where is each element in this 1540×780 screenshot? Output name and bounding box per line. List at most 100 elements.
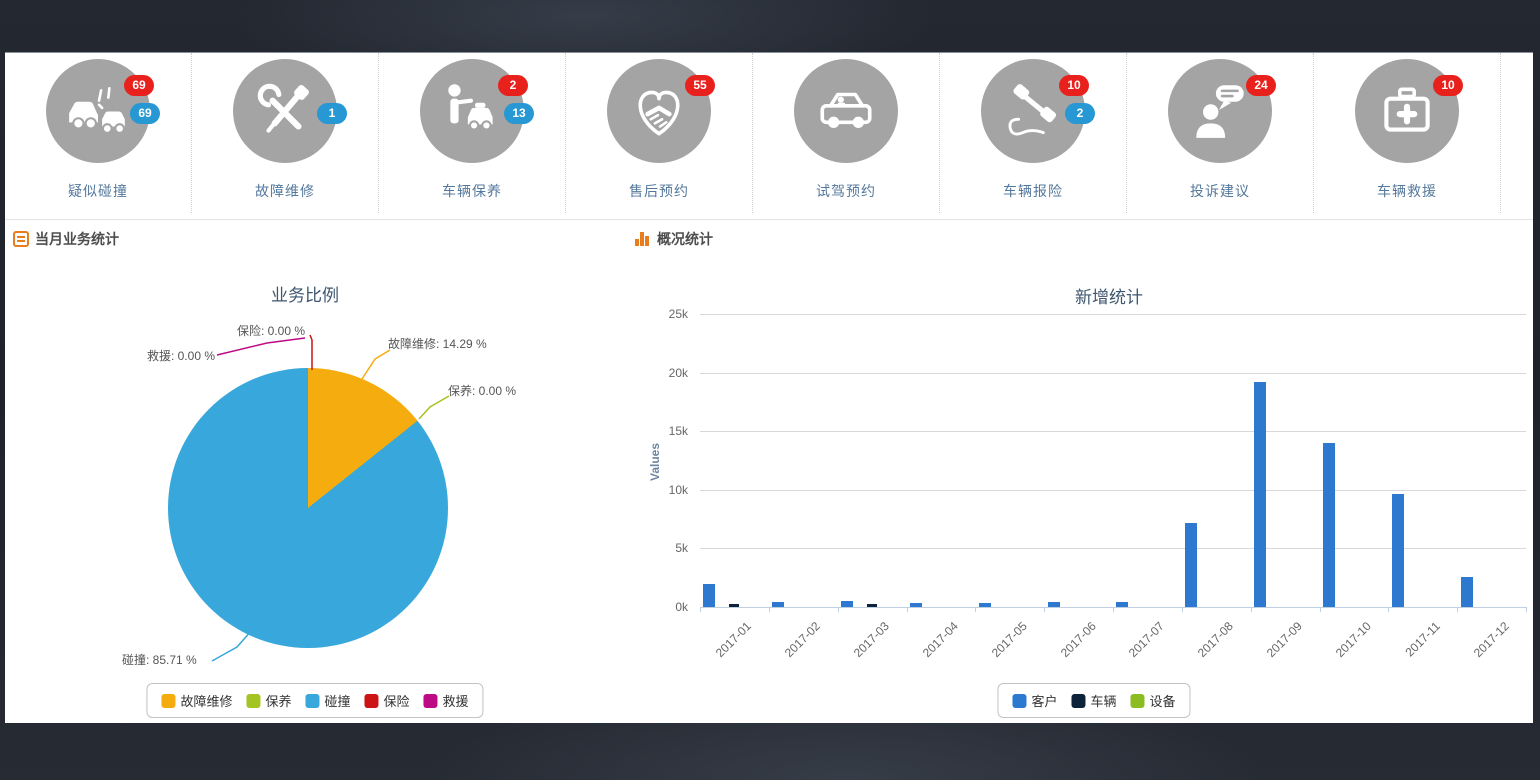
gridline [700, 548, 1526, 550]
x-tick [1181, 607, 1183, 612]
legend-item-保养[interactable]: 保养 [246, 691, 291, 710]
legend-item-故障维修[interactable]: 故障维修 [161, 691, 232, 710]
bar-客户-2017-03[interactable] [841, 601, 854, 607]
y-tick-label: 5k [675, 541, 688, 556]
service-item-label: 疑似碰撞 [68, 183, 128, 199]
pie-data-label-rescue: 救援: 0.00 % [146, 349, 215, 363]
service-item-label: 车辆保养 [442, 183, 502, 199]
legend-item-车辆[interactable]: 车辆 [1071, 691, 1117, 710]
x-tick [1388, 607, 1390, 612]
overview-stats-title: 概况统计 [657, 231, 713, 247]
x-tick-label: 2017-12 [1470, 619, 1512, 661]
red-count-badge: 24 [1246, 75, 1276, 96]
y-tick-label: 25k [668, 307, 688, 321]
legend-label: 设备 [1149, 694, 1176, 709]
red-count-badge: 10 [1059, 75, 1089, 96]
legend-item-救援[interactable]: 救援 [423, 691, 469, 710]
x-tick [1457, 607, 1459, 612]
pie-data-label-insurance: 保险: 0.00 % [236, 324, 305, 338]
x-tick [768, 607, 770, 612]
section-divider [5, 219, 1533, 220]
x-tick [837, 607, 839, 612]
x-tick-label: 2017-04 [919, 619, 961, 661]
pie-data-label-collision: 碰撞: 85.71 % [122, 653, 197, 667]
legend-color-chip [1012, 693, 1027, 708]
legend-item-设备[interactable]: 设备 [1130, 691, 1176, 710]
legend-label: 碰撞 [324, 694, 351, 709]
service-item-疑似碰撞[interactable]: 69 69 疑似碰撞 [5, 53, 192, 213]
legend-color-chip [305, 693, 320, 708]
service-item-故障维修[interactable]: 1 故障维修 [192, 53, 379, 213]
overview-stats-header: 概况统计 [635, 229, 713, 249]
legend-item-保险[interactable]: 保险 [364, 691, 410, 710]
pie-data-label-repair: 故障维修: 14.29 % [388, 337, 487, 351]
service-item-车辆救援[interactable]: 10 车辆救援 [1314, 53, 1501, 213]
service-item-车辆保养[interactable]: 2 13 车辆保养 [379, 53, 566, 213]
bar-chart-icon [635, 232, 651, 246]
x-tick-label: 2017-10 [1332, 619, 1374, 661]
service-icons-row: 69 69 疑似碰撞 1 故障维修 2 13 车辆保养 55 售后预约 试驾预约 10 2 车辆… [5, 53, 1533, 219]
x-tick-label: 2017-08 [1195, 619, 1237, 661]
service-item-label: 投诉建议 [1190, 183, 1250, 199]
x-tick-label: 2017-07 [1126, 619, 1168, 661]
service-item-售后预约[interactable]: 55 售后预约 [566, 53, 753, 213]
pie-data-label-maintenance: 保养: 0.00 % [448, 384, 517, 398]
calendar-icon [13, 231, 29, 247]
legend-label: 保养 [265, 694, 292, 709]
bar-客户-2017-10[interactable] [1322, 442, 1335, 607]
gridline [700, 489, 1526, 491]
x-tick-label: 2017-05 [988, 619, 1030, 661]
y-tick-label: 10k [668, 482, 688, 497]
test-drive-icon[interactable] [794, 59, 898, 163]
legend-color-chip [1071, 693, 1086, 708]
legend-item-客户[interactable]: 客户 [1012, 691, 1057, 710]
bar-车辆-2017-03[interactable] [867, 604, 878, 607]
red-count-badge: 10 [1433, 75, 1463, 96]
monthly-business-title: 当月业务统计 [35, 231, 119, 247]
handshake-icon[interactable] [607, 59, 711, 163]
business-ratio-chart: 业务比例 故障维修: 14.29 % 保养: 0.00 % 碰撞: 85.71 … [5, 219, 625, 724]
bar-客户-2017-04[interactable] [909, 603, 922, 607]
x-tick [1526, 607, 1527, 612]
bar-客户-2017-01[interactable] [703, 583, 716, 607]
service-item-投诉建议[interactable]: 24 投诉建议 [1127, 53, 1314, 213]
bar-客户-2017-02[interactable] [772, 602, 785, 607]
red-count-badge: 2 [498, 75, 528, 96]
service-item-车辆报险[interactable]: 10 2 车辆报险 [940, 53, 1127, 213]
blue-count-badge: 1 [317, 103, 347, 124]
gridline [700, 431, 1526, 433]
bar-legend: 客户 车辆 设备 [997, 683, 1191, 718]
bar-客户-2017-12[interactable] [1460, 576, 1473, 607]
service-item-试驾预约[interactable]: 试驾预约 [753, 53, 940, 213]
bar-客户-2017-11[interactable] [1391, 494, 1404, 607]
service-item-label: 车辆救援 [1377, 183, 1437, 199]
service-item-label: 车辆报险 [1003, 183, 1063, 199]
pie-chart-title: 业务比例 [271, 286, 339, 305]
y-tick-label: 15k [668, 424, 688, 439]
bar-客户-2017-08[interactable] [1185, 522, 1198, 607]
bar-客户-2017-09[interactable] [1254, 381, 1267, 607]
feedback-icon[interactable] [1168, 59, 1272, 163]
bar-客户-2017-06[interactable] [1047, 602, 1060, 607]
red-count-badge: 55 [685, 75, 715, 96]
bar-车辆-2017-01[interactable] [729, 604, 740, 607]
legend-label: 故障维修 [180, 694, 233, 709]
blue-count-badge: 69 [130, 103, 160, 124]
bar-chart-title: 新增统计 [1075, 288, 1143, 307]
bar-客户-2017-05[interactable] [978, 602, 991, 607]
new-additions-chart: 新增统计 Values 25k 20k 15k 10k 5k 0k 2017-01 2017-… [625, 219, 1533, 724]
x-tick [975, 607, 977, 612]
x-tick [700, 607, 701, 612]
dashboard-panel: 69 69 疑似碰撞 1 故障维修 2 13 车辆保养 55 售后预约 试驾预约 10 2 车辆… [5, 52, 1533, 723]
pie-chart[interactable] [168, 368, 448, 648]
legend-label: 救援 [442, 694, 469, 709]
bar-客户-2017-07[interactable] [1116, 601, 1129, 607]
blue-count-badge: 2 [1065, 103, 1095, 124]
x-tick [1250, 607, 1252, 612]
x-tick-label: 2017-11 [1402, 619, 1443, 660]
legend-color-chip [246, 693, 261, 708]
legend-item-碰撞[interactable]: 碰撞 [305, 691, 351, 710]
legend-color-chip [423, 693, 438, 708]
red-count-badge: 69 [124, 75, 154, 96]
x-tick-label: 2017-02 [782, 619, 824, 661]
